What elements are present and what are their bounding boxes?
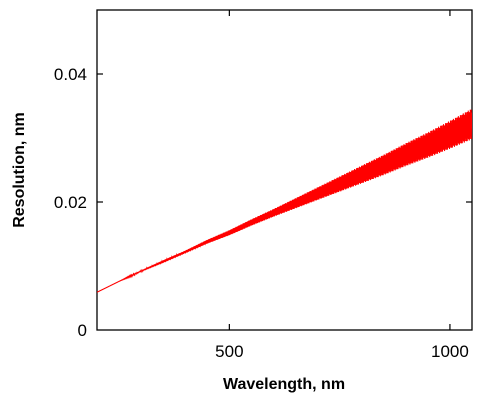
- x-tick-label: 500: [215, 342, 243, 361]
- plot-frame: [96, 9, 473, 331]
- y-tick-label: 0.04: [54, 65, 87, 84]
- y-tick-label: 0.02: [54, 193, 87, 212]
- y-tick-label: 0: [78, 321, 87, 340]
- y-axis-title: Resolution, nm: [11, 112, 28, 228]
- x-tick-label: 1000: [431, 342, 469, 361]
- x-axis-title: Wavelength, nm: [223, 376, 345, 393]
- series-line-resolution: [97, 109, 472, 293]
